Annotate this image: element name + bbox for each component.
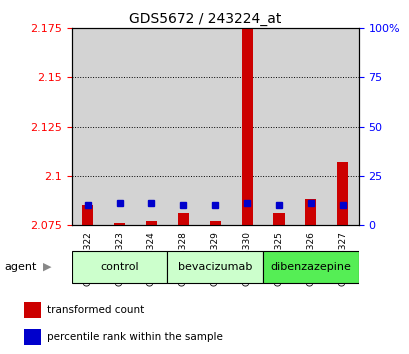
Bar [72,28,103,225]
Text: transformed count: transformed count [47,305,144,315]
Text: bevacizumab: bevacizumab [178,262,252,272]
Text: ▶: ▶ [43,262,51,272]
Bar [199,28,231,225]
Text: agent: agent [4,262,36,272]
Bar [114,223,125,225]
Text: percentile rank within the sample: percentile rank within the sample [47,332,222,342]
Bar [24,329,41,345]
Bar [263,28,294,225]
Bar [241,28,252,225]
Bar [178,213,189,225]
Bar [146,221,157,225]
Bar [294,28,326,225]
Bar [135,28,167,225]
Bar [305,199,316,225]
Text: GDS5672 / 243224_at: GDS5672 / 243224_at [128,12,281,27]
Bar [103,28,135,225]
Text: dibenzazepine: dibenzazepine [270,262,351,272]
Bar [82,205,93,225]
Bar [326,28,358,225]
Bar [24,302,41,318]
Bar [336,162,348,225]
Bar [167,251,263,283]
Bar [167,28,199,225]
Bar [231,28,263,225]
Bar [72,251,167,283]
Text: control: control [100,262,139,272]
Bar [209,221,220,225]
Bar [273,213,284,225]
Bar [263,251,358,283]
